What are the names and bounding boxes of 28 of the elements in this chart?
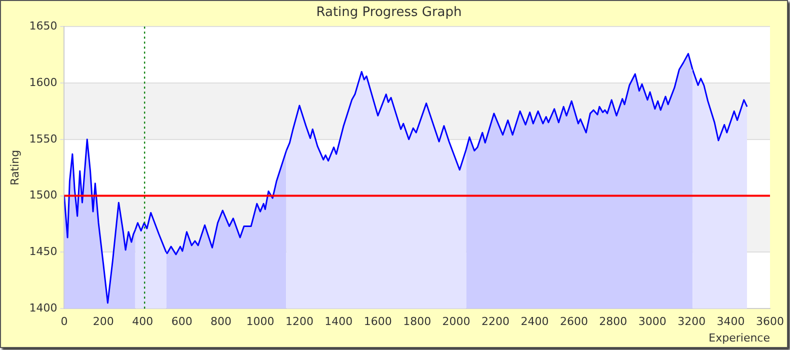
- x-tick-label: 3600: [756, 315, 784, 328]
- x-tick-label: 600: [171, 315, 192, 328]
- x-tick-label: 400: [132, 315, 154, 328]
- y-tick-label: 1550: [29, 132, 58, 146]
- x-tick-label: 2800: [599, 315, 628, 328]
- x-tick-label: 2600: [560, 315, 588, 328]
- x-tick-label: 3000: [638, 315, 666, 328]
- y-tick-label: 1450: [29, 245, 58, 258]
- x-tick-label: 2200: [482, 315, 510, 328]
- x-tick-label: 1600: [364, 315, 392, 328]
- y-axis-title: Rating: [8, 150, 22, 186]
- x-tick-label: 0: [60, 315, 68, 328]
- chart-title: Rating Progress Graph: [316, 5, 462, 20]
- x-tick-label: 1400: [324, 315, 353, 328]
- x-tick-label: 800: [210, 315, 232, 328]
- x-tick-label: 200: [92, 315, 114, 328]
- x-tick-label: 1200: [285, 315, 314, 328]
- y-tick-label: 1500: [29, 188, 58, 202]
- y-tick-label: 1600: [29, 76, 58, 89]
- y-tick-label: 1650: [29, 19, 58, 32]
- x-tick-label: 3200: [678, 315, 706, 328]
- x-tick-label: 1000: [246, 315, 274, 328]
- x-axis-title: Experience: [708, 331, 770, 344]
- x-tick-label: 2000: [442, 315, 470, 328]
- x-tick-label: 1800: [403, 315, 432, 328]
- x-tick-label: 2400: [520, 315, 549, 328]
- x-tick-label: 3400: [716, 315, 745, 328]
- y-tick-label: 1400: [29, 301, 58, 314]
